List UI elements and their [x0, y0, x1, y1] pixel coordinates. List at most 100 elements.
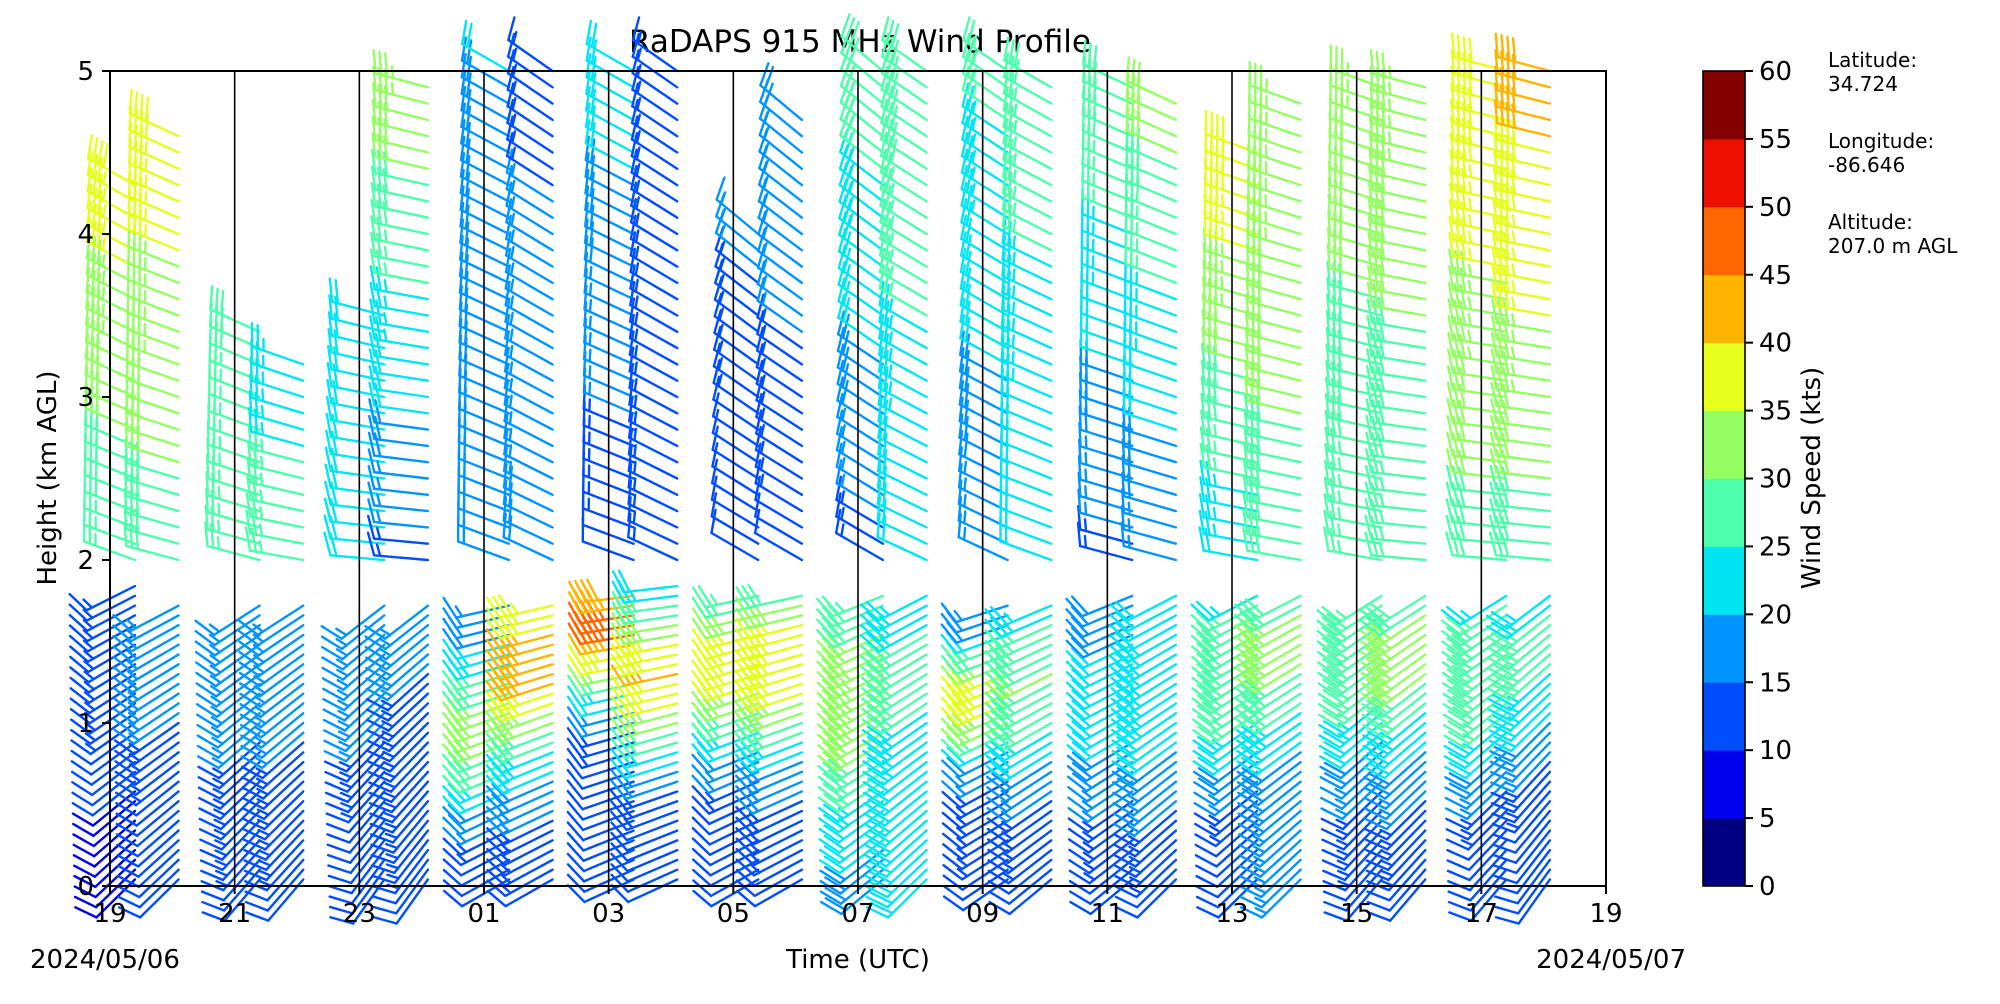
barb-half-feather — [501, 813, 509, 821]
barb-feather — [692, 724, 707, 742]
barb-half-feather — [385, 813, 396, 817]
barb-staff — [127, 446, 179, 462]
barb-staff — [1124, 529, 1176, 543]
barb-feather — [1114, 803, 1134, 815]
barb-staff — [1001, 475, 1051, 495]
barb-staff — [1260, 831, 1300, 867]
wind-barb — [629, 481, 678, 528]
barb-half-feather — [1131, 888, 1141, 893]
barb-staff — [391, 743, 428, 782]
barb-feather — [692, 734, 707, 752]
barb-feather — [322, 647, 342, 659]
barb-half-feather — [1209, 795, 1219, 801]
barb-half-feather — [889, 398, 891, 410]
wind-barb — [504, 414, 552, 462]
barb-half-feather — [842, 508, 844, 520]
wind-barb — [737, 850, 802, 875]
barb-half-feather — [384, 783, 395, 788]
barb-half-feather — [1256, 898, 1267, 903]
barb-half-feather — [590, 317, 591, 329]
barb-half-feather — [378, 462, 381, 473]
barb-half-feather — [341, 783, 352, 788]
barb-staff — [887, 860, 926, 897]
chart-title: RaDAPS 915 MHz Wind Profile — [629, 24, 1091, 60]
wind-barb — [369, 433, 428, 462]
barb-feather — [1070, 881, 1090, 893]
barb-staff — [262, 733, 303, 768]
barb-staff — [127, 396, 178, 413]
wind-barb — [70, 596, 135, 621]
barb-half-feather — [1214, 442, 1216, 454]
barb-feather — [1067, 599, 1083, 616]
barb-staff — [1124, 513, 1176, 528]
barb-half-feather — [1129, 519, 1130, 531]
wind-barb — [504, 514, 553, 560]
barb-staff — [712, 516, 759, 543]
barb-half-feather — [635, 330, 637, 342]
wind-barb — [755, 510, 802, 560]
wind-barb — [1126, 174, 1176, 218]
barb-half-feather — [1085, 536, 1086, 548]
barb-feather — [942, 635, 957, 653]
barb-staff — [138, 821, 179, 856]
barb-staff — [1250, 102, 1301, 120]
barb-feather — [198, 736, 218, 748]
barb-staff — [1001, 409, 1051, 430]
wind-barb — [114, 664, 178, 692]
barb-staff — [628, 860, 678, 881]
barb-half-feather — [891, 233, 893, 244]
barb-half-feather — [1005, 613, 1013, 622]
barb-half-feather — [1214, 425, 1215, 437]
barb-half-feather — [634, 462, 635, 474]
barb-feather — [568, 781, 583, 799]
barb-staff — [128, 363, 179, 381]
barb-half-feather — [706, 803, 714, 811]
barb-half-feather — [216, 861, 227, 866]
barb-half-feather — [1013, 303, 1014, 315]
barb-staff — [1134, 791, 1176, 825]
barb-staff — [388, 674, 428, 710]
barb-half-feather — [385, 264, 387, 276]
wind-barb — [737, 860, 802, 886]
barb-half-feather — [890, 299, 892, 311]
barb-half-feather — [590, 333, 591, 345]
barb-half-feather — [146, 159, 147, 171]
barb-staff — [266, 821, 304, 860]
barb-half-feather — [1084, 863, 1094, 869]
barb-half-feather — [337, 660, 347, 666]
barb-half-feather — [261, 474, 262, 486]
barb-half-feather — [256, 727, 266, 733]
wind-barb — [737, 831, 802, 855]
barb-half-feather — [392, 83, 393, 95]
barb-staff — [139, 840, 179, 876]
barb-staff — [128, 330, 179, 348]
barb-half-feather — [340, 762, 351, 767]
barb-half-feather — [1255, 888, 1265, 893]
barb-feather — [693, 598, 706, 618]
barb-half-feather — [103, 222, 105, 234]
barb-half-feather — [590, 267, 591, 279]
barb-staff — [127, 413, 178, 430]
barb-half-feather — [958, 859, 967, 866]
wind-barb — [508, 17, 552, 71]
barb-feather — [568, 812, 583, 830]
barb-half-feather — [1265, 228, 1266, 240]
barb-staff — [1001, 525, 1052, 544]
barb-staff — [128, 246, 178, 266]
wind-barb — [629, 381, 677, 429]
barb-staff — [1125, 280, 1176, 299]
wind-barb — [114, 625, 179, 651]
barb-half-feather — [635, 396, 637, 408]
barb-staff — [1249, 202, 1301, 218]
barb-half-feather — [1336, 810, 1346, 815]
barb-half-feather — [1214, 475, 1216, 487]
wind-barb — [374, 50, 428, 87]
barb-feather — [443, 629, 456, 648]
barb-half-feather — [84, 651, 93, 659]
barb-half-feather — [212, 717, 222, 723]
barb-half-feather — [750, 823, 758, 831]
barb-staff — [712, 466, 758, 495]
barb-feather — [568, 760, 582, 779]
barb-staff — [1001, 508, 1052, 527]
barb-staff — [375, 157, 428, 169]
